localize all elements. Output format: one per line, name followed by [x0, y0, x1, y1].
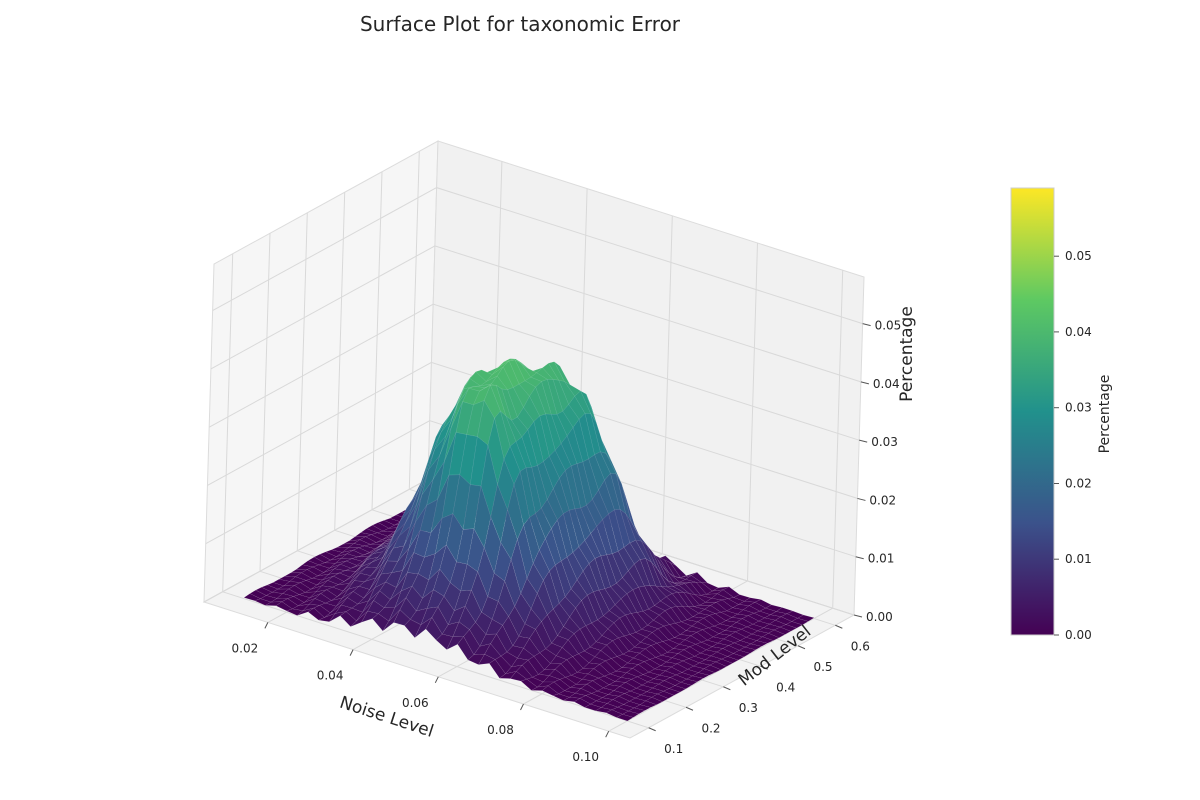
z-axis-label: Percentage [897, 306, 917, 402]
colorbar-tick-label: 0.02 [1065, 477, 1092, 491]
surface-cell [616, 714, 634, 722]
surface-mesh [243, 358, 815, 722]
grid-line-z [208, 303, 860, 441]
y-tick-label: 0.5 [813, 660, 832, 674]
surface-cell [721, 656, 739, 664]
surface-cell [674, 682, 692, 690]
chart-title: Surface Plot for taxonomic Error [360, 12, 681, 36]
z-tick-label: 0.00 [866, 610, 893, 624]
x-tick-label: 0.06 [402, 696, 429, 710]
z-tick-mark [859, 439, 868, 443]
z-tick-label: 0.05 [875, 319, 902, 333]
grid-line-z [212, 187, 863, 325]
surface-cell [703, 664, 722, 673]
z-tick-label: 0.03 [871, 435, 898, 449]
x-tick-mark [520, 703, 524, 711]
y-tick-mark [723, 686, 731, 691]
z-tick-label: 0.02 [869, 493, 896, 507]
z-tick-mark [857, 497, 866, 501]
surface-cell [785, 621, 803, 629]
surface-cell [627, 707, 646, 715]
y-tick-mark [797, 645, 806, 650]
colorbar-tick-label: 0.00 [1065, 628, 1092, 642]
surface-cell [651, 693, 669, 702]
x-tick-label: 0.04 [317, 669, 344, 683]
surface-cell [639, 700, 658, 708]
z-tick-mark [853, 614, 863, 618]
colorbar-gradient [1010, 187, 1055, 636]
z-tick-label: 0.01 [868, 552, 895, 566]
surface-cell [686, 675, 704, 682]
x-tick-mark [264, 622, 269, 629]
colorbar-tick-label: 0.03 [1065, 401, 1092, 415]
z-tick-mark [862, 323, 871, 327]
x-tick-mark [434, 676, 439, 684]
surface-cell [744, 643, 763, 650]
y-tick-mark [648, 727, 656, 732]
surface-cell [657, 690, 675, 699]
y-tick-label: 0.3 [739, 701, 758, 715]
colorbar-label: Percentage [1097, 375, 1113, 454]
y-tick-label: 0.2 [701, 721, 720, 735]
x-tick-label: 0.08 [487, 723, 514, 737]
surface-cell [727, 653, 745, 661]
colorbar-tick-label: 0.05 [1065, 249, 1092, 263]
y-tick-mark [835, 624, 843, 629]
surface-cell [732, 650, 751, 658]
surface-cell [791, 618, 809, 626]
colorbar-tick-label: 0.01 [1065, 552, 1092, 566]
y-tick-label: 0.6 [851, 639, 870, 653]
x-tick-label: 0.02 [232, 641, 259, 655]
surface-cell [779, 624, 797, 632]
y-tick-label: 0.1 [664, 742, 683, 756]
grid-line-z [207, 361, 858, 499]
y-tick-label: 0.4 [776, 680, 795, 694]
y-tick-mark [685, 706, 694, 711]
x-tick-mark [349, 649, 354, 656]
grid-line-z [205, 420, 856, 558]
z-tick-mark [860, 381, 870, 385]
colorbar-tick-label: 0.04 [1065, 325, 1092, 339]
z-tick-label: 0.04 [873, 377, 900, 391]
x-tick-mark [605, 730, 610, 738]
z-tick-mark [855, 556, 864, 560]
surface-cell [697, 668, 716, 676]
surface-cell [773, 626, 792, 635]
surface-cell [762, 632, 780, 641]
axis-ticks: 0.02 0.04 0.06 0.08 0.10 0.1 0.2 0.3 0.4 0.5 0.6 0.… [232, 319, 902, 765]
x-tick-label: 0.10 [572, 750, 599, 764]
grid-line-z [210, 245, 862, 383]
y-tick-mark [760, 665, 768, 670]
colorbar: 0.00 0.01 0.02 0.03 0.04 0.05 [1010, 187, 1092, 642]
surface-cell [756, 636, 774, 644]
surface-cell [668, 685, 687, 693]
